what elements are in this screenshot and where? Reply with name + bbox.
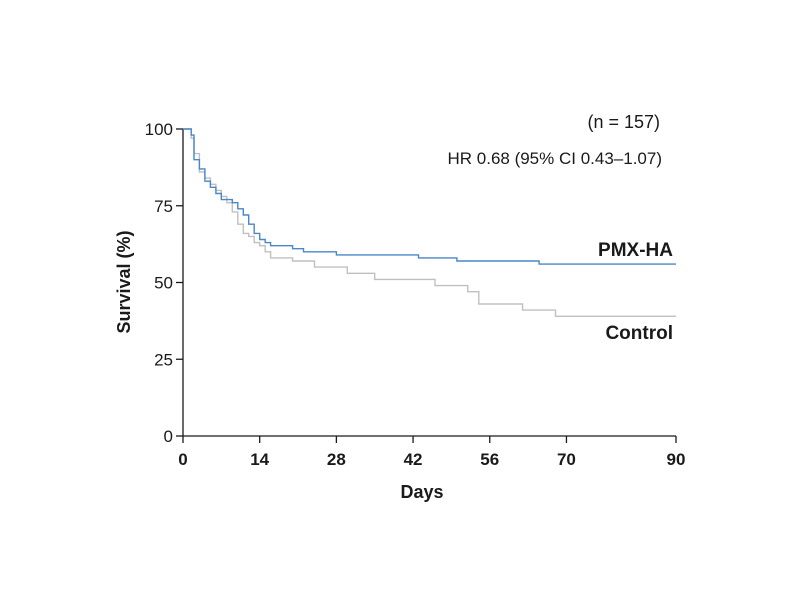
x-tick-label: 42	[404, 450, 423, 469]
x-tick-label: 28	[327, 450, 346, 469]
series-label-pmx-ha: PMX-HA	[598, 240, 673, 261]
x-axis-title: Days	[400, 482, 443, 502]
annotation-hr: HR 0.68 (95% CI 0.43–1.07)	[447, 149, 662, 168]
labels-layer: (n = 157) HR 0.68 (95% CI 0.43–1.07) PMX…	[114, 112, 673, 502]
x-tick-label: 90	[667, 450, 686, 469]
annotation-n: (n = 157)	[587, 112, 660, 132]
series-label-control: Control	[605, 323, 673, 344]
axes: 0 25 50 75 100 0 14 28 42 56 70 90	[145, 120, 686, 469]
x-tick-label: 70	[557, 450, 576, 469]
y-tick-label: 50	[154, 274, 173, 293]
series-layer	[183, 128, 676, 317]
x-tick-label: 14	[250, 450, 269, 469]
x-tick-label: 0	[178, 450, 187, 469]
y-axis-title: Survival (%)	[114, 230, 134, 333]
y-tick-label: 100	[145, 120, 173, 139]
series-line-control	[183, 128, 676, 317]
y-tick-label: 75	[154, 197, 173, 216]
x-tick-label: 56	[480, 450, 499, 469]
series-line-pmx-ha	[183, 128, 676, 265]
y-tick-label: 25	[154, 350, 173, 369]
y-tick-label: 0	[164, 427, 173, 446]
